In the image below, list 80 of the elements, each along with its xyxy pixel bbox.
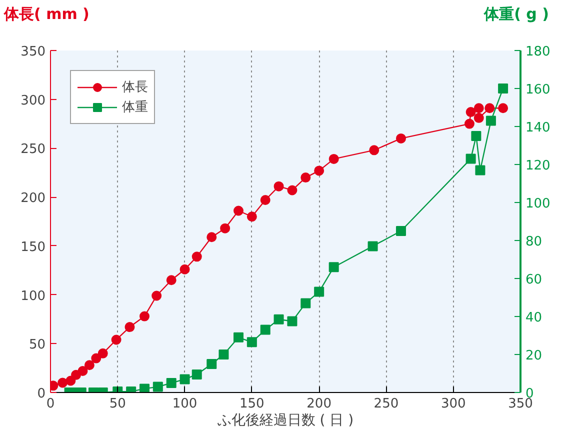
point bbox=[314, 166, 324, 176]
point bbox=[98, 348, 108, 358]
point bbox=[396, 226, 406, 236]
point bbox=[328, 262, 339, 272]
point bbox=[91, 353, 102, 364]
point bbox=[396, 133, 406, 144]
point bbox=[192, 369, 202, 380]
y2-tick-label: 80 bbox=[526, 234, 542, 250]
point bbox=[274, 314, 284, 324]
point bbox=[180, 374, 190, 384]
point bbox=[246, 337, 257, 348]
y-tick-label: 50 bbox=[28, 338, 46, 353]
x-tick-label: 50 bbox=[109, 396, 126, 412]
point bbox=[180, 264, 190, 274]
point bbox=[192, 252, 202, 262]
point bbox=[260, 195, 270, 205]
point bbox=[287, 185, 298, 196]
point bbox=[474, 112, 484, 123]
point bbox=[314, 286, 324, 297]
y2-tick-label: 140 bbox=[526, 120, 550, 136]
y-tick-label: 150 bbox=[20, 240, 46, 255]
point bbox=[486, 116, 496, 126]
point bbox=[300, 172, 311, 183]
point bbox=[84, 360, 94, 370]
y-tick-label: 0 bbox=[37, 386, 46, 402]
point bbox=[152, 290, 162, 301]
x-tick-label: 200 bbox=[306, 396, 332, 412]
x-axis-title: ふ化後経過日数 ( 日 ) bbox=[216, 412, 354, 428]
point bbox=[474, 103, 484, 114]
point bbox=[287, 316, 298, 326]
point bbox=[484, 103, 495, 114]
point bbox=[78, 366, 88, 376]
legend-label: 体重 bbox=[122, 99, 148, 116]
y-tick-label: 350 bbox=[20, 44, 46, 60]
point bbox=[166, 378, 176, 388]
point bbox=[234, 206, 244, 216]
x-tick-label: 300 bbox=[440, 396, 466, 412]
y2-tick-label: 20 bbox=[526, 348, 542, 364]
y-tick-label: 250 bbox=[20, 142, 46, 158]
point bbox=[246, 212, 257, 222]
y2-tick-label: 60 bbox=[526, 272, 542, 288]
point bbox=[368, 241, 378, 252]
point bbox=[369, 145, 380, 156]
y2-tick-label: 180 bbox=[526, 44, 550, 60]
point bbox=[152, 382, 163, 392]
point bbox=[464, 118, 474, 129]
y-axis-title: 体長( mm ) bbox=[4, 4, 90, 25]
legend-label: 体長 bbox=[122, 79, 148, 96]
y2-tick-label: 120 bbox=[526, 158, 550, 174]
y2-tick-label: 160 bbox=[526, 82, 550, 98]
point bbox=[206, 359, 217, 369]
point bbox=[498, 103, 508, 114]
point bbox=[220, 223, 230, 234]
point bbox=[498, 84, 508, 94]
point bbox=[206, 232, 217, 242]
point bbox=[274, 181, 284, 192]
point bbox=[218, 350, 229, 360]
x-tick-label: 150 bbox=[240, 396, 264, 412]
point bbox=[466, 154, 476, 164]
point bbox=[328, 154, 339, 164]
x-tick-label: 250 bbox=[374, 396, 399, 412]
y2-axis-title: 体重( g ) bbox=[484, 4, 549, 25]
y2-tick-label: 100 bbox=[526, 196, 550, 212]
point bbox=[260, 324, 270, 335]
point bbox=[475, 165, 486, 176]
point bbox=[124, 322, 135, 332]
point bbox=[234, 332, 244, 342]
x-tick-label: 100 bbox=[172, 396, 198, 412]
point bbox=[58, 378, 68, 388]
point bbox=[471, 131, 482, 141]
y-tick-label: 200 bbox=[20, 191, 46, 206]
point bbox=[300, 298, 311, 308]
point bbox=[166, 275, 176, 286]
point bbox=[466, 107, 476, 118]
y-tick-label: 100 bbox=[20, 288, 46, 304]
y-tick-label: 300 bbox=[20, 93, 46, 108]
y2-tick-label: 40 bbox=[526, 310, 542, 326]
point bbox=[111, 334, 122, 345]
point bbox=[140, 311, 150, 322]
point bbox=[140, 384, 150, 392]
